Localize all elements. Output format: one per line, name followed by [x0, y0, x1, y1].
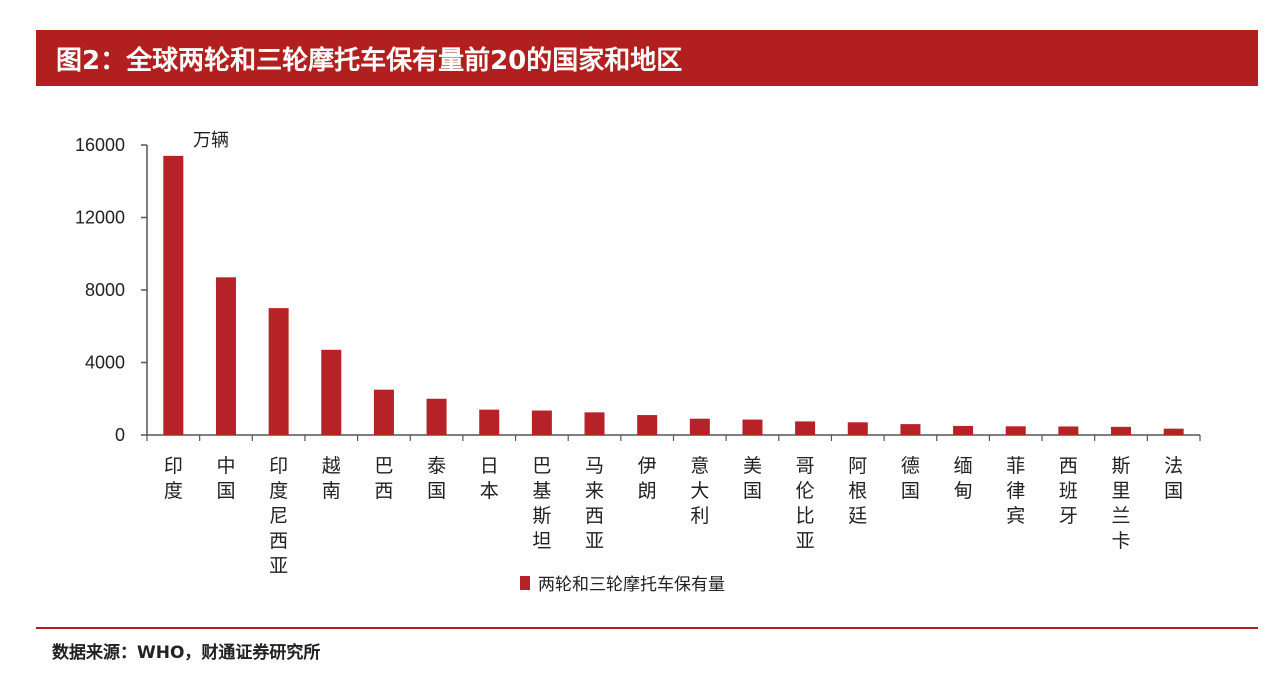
y-tick-label: 12000 [75, 208, 125, 228]
x-tick-label: 亚 [796, 530, 815, 552]
bar [742, 419, 763, 435]
x-tick-label: 利 [690, 505, 709, 527]
x-tick-label: 来 [585, 480, 604, 502]
chart-title: 图2：全球两轮和三轮摩托车保有量前20的国家和地区 [56, 46, 683, 76]
title-bar: 图2：全球两轮和三轮摩托车保有量前20的国家和地区 [36, 30, 1258, 86]
x-tick-label: 班 [1059, 480, 1078, 502]
x-tick-label: 亚 [585, 530, 604, 552]
x-tick-label: 缅 [954, 455, 973, 477]
x-tick-label: 斯 [1112, 455, 1131, 477]
x-tick-label: 廷 [848, 505, 867, 527]
x-tick-label: 国 [743, 480, 762, 502]
x-tick-label: 比 [796, 505, 815, 527]
x-tick-label: 大 [690, 480, 709, 502]
x-tick-label: 哥 [796, 455, 815, 477]
bar [1163, 428, 1184, 435]
x-tick-label: 越 [322, 455, 341, 477]
x-tick-label: 度 [164, 480, 183, 502]
x-tick-label: 度 [269, 480, 288, 502]
x-tick-label: 基 [532, 480, 551, 502]
bar [953, 425, 974, 435]
x-tick-label: 国 [216, 480, 235, 502]
x-tick-label: 泰 [427, 455, 446, 477]
bar [900, 424, 921, 435]
bar [215, 277, 236, 435]
y-tick-label: 0 [115, 425, 125, 445]
x-tick-label: 印 [164, 455, 183, 477]
x-tick-label: 牙 [1059, 505, 1078, 527]
x-tick-label: 国 [1164, 480, 1183, 502]
x-tick-label: 卡 [1112, 530, 1131, 552]
y-tick-label: 4000 [85, 353, 125, 373]
x-tick-label: 德 [901, 455, 920, 477]
bar [163, 155, 184, 435]
x-tick-label: 伦 [796, 480, 815, 502]
bar [321, 349, 342, 435]
x-tick-label: 兰 [1112, 505, 1131, 527]
legend-label: 两轮和三轮摩托车保有量 [538, 575, 725, 595]
source-note: 数据来源：WHO，财通证券研究所 [52, 643, 321, 663]
bar [531, 410, 552, 435]
x-tick-label: 日 [480, 455, 499, 477]
x-tick-label: 朗 [638, 480, 657, 502]
x-tick-label: 本 [480, 480, 499, 502]
bar [426, 398, 447, 435]
x-tick-label: 律 [1006, 480, 1025, 502]
x-tick-label: 国 [427, 480, 446, 502]
y-tick-label: 8000 [85, 280, 125, 300]
x-tick-label: 意 [690, 455, 709, 477]
x-tick-label: 国 [901, 480, 920, 502]
bar [1058, 426, 1079, 435]
x-tick-label: 中 [216, 455, 235, 477]
x-tick-label: 巴 [532, 455, 551, 477]
unit-label: 万辆 [193, 130, 229, 151]
bar [268, 308, 289, 435]
x-tick-label: 西 [269, 530, 288, 552]
x-tick-label: 西 [1059, 455, 1078, 477]
bar [847, 422, 868, 435]
y-tick-label: 16000 [75, 135, 125, 155]
x-tick-label: 南 [322, 480, 341, 502]
bar [689, 418, 710, 435]
x-tick-label: 阿 [848, 455, 867, 477]
x-tick-label: 西 [585, 505, 604, 527]
bar [637, 415, 658, 435]
x-tick-label: 甸 [954, 480, 973, 502]
x-tick-label: 美 [743, 455, 762, 477]
bar [795, 421, 816, 435]
bar [373, 389, 394, 435]
bar [1005, 426, 1026, 435]
x-tick-label: 巴 [374, 455, 393, 477]
bar [584, 412, 605, 435]
x-tick-label: 伊 [638, 455, 657, 477]
x-tick-label: 里 [1112, 480, 1131, 502]
x-tick-label: 马 [585, 455, 604, 477]
x-tick-label: 根 [848, 480, 867, 502]
x-tick-label: 宾 [1006, 505, 1025, 527]
x-tick-label: 印 [269, 455, 288, 477]
x-tick-label: 菲 [1006, 455, 1025, 477]
x-tick-label: 亚 [269, 555, 288, 577]
x-tick-label: 西 [374, 480, 393, 502]
x-tick-label: 斯 [532, 505, 551, 527]
x-tick-label: 法 [1164, 455, 1183, 477]
footer-divider [36, 627, 1258, 629]
x-tick-label: 尼 [269, 505, 288, 527]
x-tick-label: 坦 [532, 530, 551, 552]
bar [479, 409, 500, 435]
bar [1111, 426, 1132, 435]
legend-swatch [520, 576, 530, 590]
